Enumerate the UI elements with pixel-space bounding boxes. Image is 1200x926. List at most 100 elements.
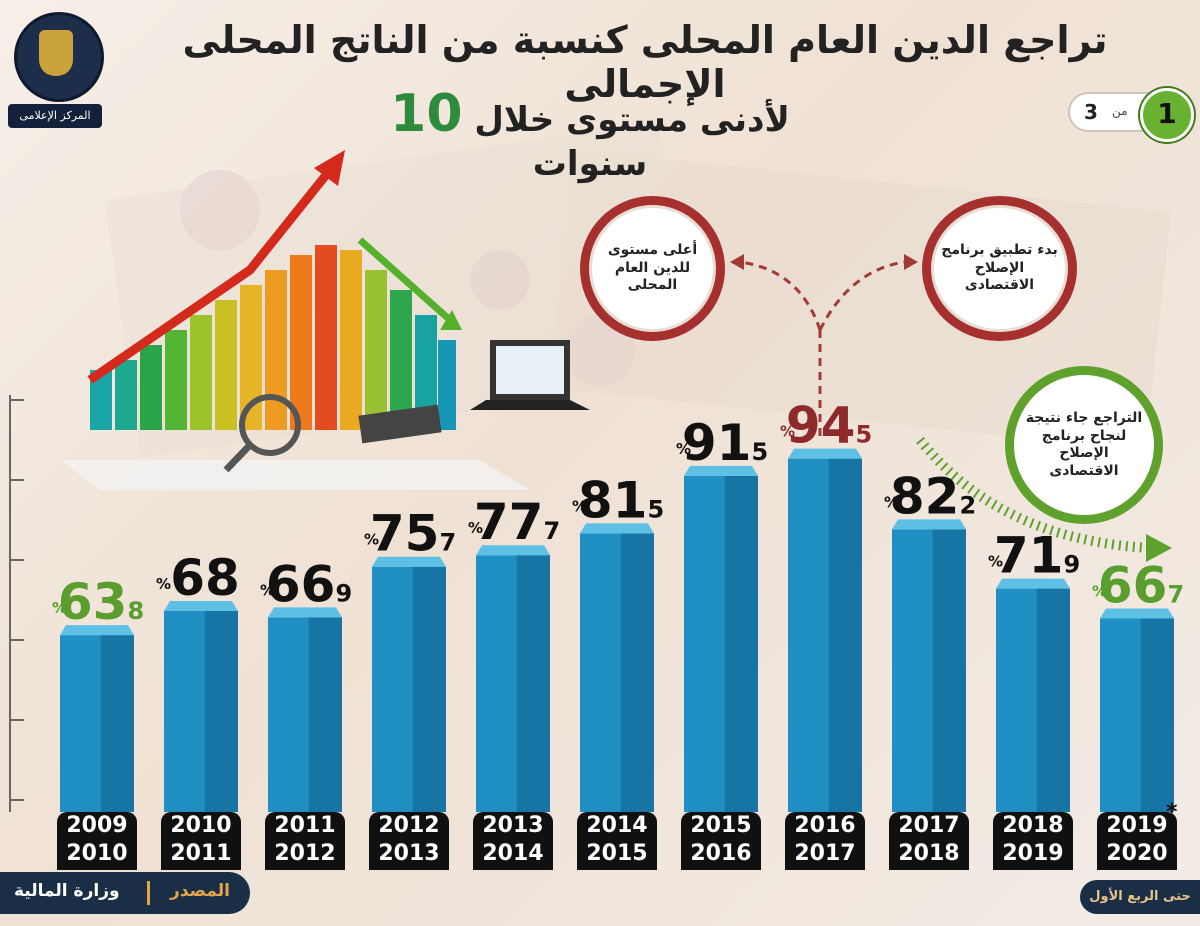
footnote-star: * — [1166, 800, 1178, 825]
year-start: 2013 — [482, 813, 544, 838]
value-label-2017/2018: 822 — [890, 467, 976, 525]
bar-2010/2011 — [164, 601, 238, 812]
bar-cap — [1100, 608, 1174, 619]
x-tick-label-2013/2014: 2013 2014 — [473, 812, 553, 870]
year-start: 2011 — [274, 813, 336, 838]
year-start: 2015 — [690, 813, 752, 838]
year-start: 2010 — [170, 813, 232, 838]
value-label-2019/2020: 667 — [1098, 556, 1184, 614]
bar-shade — [932, 529, 966, 812]
bar-2018/2019 — [996, 578, 1070, 812]
pager-total: 3 — [1084, 100, 1098, 124]
bar-2009/2010 — [60, 625, 134, 812]
bar-cap — [788, 448, 862, 459]
year-start: 2017 — [898, 813, 960, 838]
source-value: وزارة المالية — [14, 881, 120, 901]
year-end: 2016 — [690, 841, 752, 866]
year-start: 2018 — [1002, 813, 1064, 838]
source-separator — [147, 881, 150, 905]
x-tick-label-2010/2011: 2010 2011 — [161, 812, 241, 870]
eagle-icon — [39, 30, 73, 76]
year-start: 2016 — [794, 813, 856, 838]
year-end: 2013 — [378, 841, 440, 866]
x-tick-label-2012/2013: 2012 2013 — [369, 812, 449, 870]
bar-shade — [828, 458, 862, 812]
bar-cap — [892, 519, 966, 530]
percent-sign: % — [1092, 582, 1107, 600]
year-end: 2020 — [1106, 841, 1168, 866]
bar-2011/2012 — [268, 607, 342, 812]
bar-2012/2013 — [372, 556, 446, 812]
percent-sign: % — [156, 575, 171, 593]
x-tick-label-2016/2017: 2016 2017 — [785, 812, 865, 870]
x-tick-label-2017/2018: 2017 2018 — [889, 812, 969, 870]
bar-2014/2015 — [580, 523, 654, 812]
bar-shade — [724, 475, 758, 812]
x-tick-label-2019/2020: 2019 2020 — [1097, 812, 1177, 870]
footnote: حتى الربع الأول — [1080, 880, 1200, 914]
bubble-decline-reason: التراجع جاء نتيجة لنجاح برنامج الإصلاح ا… — [1005, 366, 1163, 524]
value-label-2010/2011: 68 — [170, 549, 240, 607]
bar-shade — [516, 555, 550, 812]
percent-sign: % — [52, 599, 67, 617]
page-indicator: 3 من 1 — [1070, 88, 1194, 142]
x-tick-label-2009/2010: 2009 2010 — [57, 812, 137, 870]
bar-cap — [372, 556, 446, 567]
year-end: 2017 — [794, 841, 856, 866]
bar-shade — [308, 617, 342, 812]
bar-shade — [1140, 618, 1174, 812]
bar-shade — [204, 611, 238, 812]
bar-2016/2017 — [788, 448, 862, 812]
pager-of: من — [1112, 104, 1128, 118]
subtitle-part-a: لأدنى مستوى خلال — [474, 100, 790, 140]
year-end: 2019 — [1002, 841, 1064, 866]
value-label-2018/2019: 719 — [994, 527, 1080, 585]
pager-current: 1 — [1140, 88, 1194, 142]
bar-cap — [996, 578, 1070, 589]
bubble-highest-level: أعلى مستوى للدين العام المحلى — [580, 196, 725, 341]
percent-sign: % — [780, 423, 795, 441]
bar-cap — [684, 465, 758, 476]
bar-shade — [100, 635, 134, 812]
year-end: 2018 — [898, 841, 960, 866]
bubble-reform-start: بدء تطبيق برنامج الإصلاح الاقتصادى — [922, 196, 1077, 341]
x-tick-label-2011/2012: 2011 2012 — [265, 812, 345, 870]
bar-2017/2018 — [892, 519, 966, 812]
chart-subtitle: لأدنى مستوى خلال 10 سنوات — [330, 84, 850, 184]
bar-2015/2016 — [684, 465, 758, 812]
percent-sign: % — [988, 553, 1003, 571]
source-label: المصدر — [170, 881, 230, 901]
year-end: 2015 — [586, 841, 648, 866]
x-tick-label-2014/2015: 2014 2015 — [577, 812, 657, 870]
x-tick-label-2015/2016: 2015 2016 — [681, 812, 761, 870]
bar-cap — [268, 607, 342, 618]
year-end: 2014 — [482, 841, 544, 866]
percent-sign: % — [572, 497, 587, 515]
bar-cap — [580, 523, 654, 534]
percent-sign: % — [884, 493, 899, 511]
year-end: 2011 — [170, 841, 232, 866]
year-end: 2010 — [66, 841, 128, 866]
year-start: 2009 — [66, 813, 128, 838]
percent-sign: % — [468, 519, 483, 537]
value-label-2013/2014: 777 — [474, 493, 560, 551]
value-label-2014/2015: 815 — [578, 471, 664, 529]
bar-shade — [412, 566, 446, 812]
year-end: 2012 — [274, 841, 336, 866]
year-start: 2012 — [378, 813, 440, 838]
subtitle-part-b: سنوات — [532, 144, 648, 184]
percent-sign: % — [260, 581, 275, 599]
subtitle-number: 10 — [390, 84, 463, 144]
percent-sign: % — [364, 531, 379, 549]
bar-cap — [164, 601, 238, 611]
percent-sign: % — [676, 440, 691, 458]
bar-shade — [620, 533, 654, 812]
bar-shade — [1036, 588, 1070, 812]
chart-title: تراجع الدين العام المحلى كنسبة من الناتج… — [182, 18, 1108, 106]
bar-cap — [60, 625, 134, 636]
source-box: المصدر وزارة المالية — [0, 872, 250, 914]
decor-chart-graphic — [60, 150, 590, 490]
bar-cap — [476, 545, 550, 556]
